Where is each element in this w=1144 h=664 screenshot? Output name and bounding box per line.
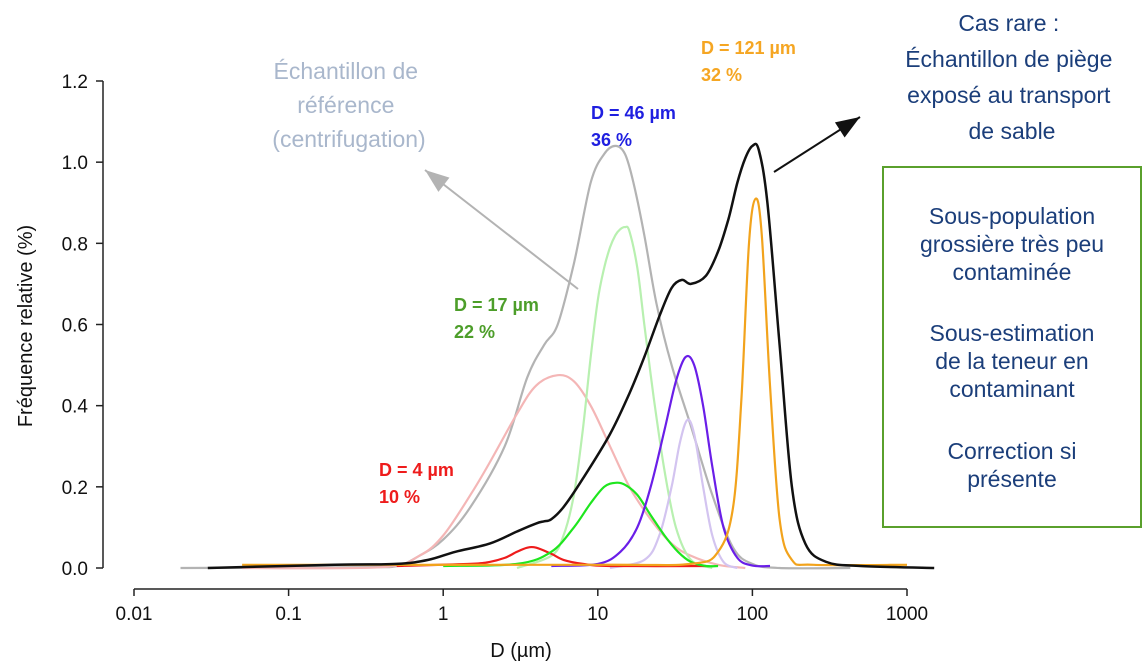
x-axis-label: D (µm) — [490, 640, 552, 662]
rare-case-label-line: exposé au transport — [907, 82, 1111, 108]
y-tick-label: 0.0 — [62, 559, 88, 580]
annotation-percent: 32 % — [701, 65, 742, 85]
rare-case-label: Cas rare : Échantillon de piège exposé a… — [905, 10, 1119, 144]
annotation-percent: 10 % — [379, 487, 420, 507]
y-tick-label: 0.2 — [62, 478, 88, 499]
info-paragraph-correction: Correction si présente — [947, 437, 1077, 492]
info-paragraph-underestimation: Sous-estimation de la teneur en contamin… — [929, 320, 1095, 402]
x-tick-label: 0.1 — [275, 604, 301, 625]
series-line — [207, 142, 935, 570]
series-line — [551, 354, 771, 568]
series-layer — [180, 142, 935, 570]
y-tick-label: 1.2 — [62, 72, 88, 93]
rare-case-label-line: Cas rare : — [958, 10, 1059, 36]
reference-arrow — [424, 169, 579, 290]
annotation-percent: 36 % — [591, 130, 632, 150]
y-tick-label: 0.6 — [62, 316, 88, 337]
series-line — [516, 225, 713, 570]
reference-label-line: référence — [297, 92, 394, 118]
x-tick-label: 1 — [438, 604, 449, 625]
series-line — [242, 197, 908, 567]
arrows — [424, 116, 861, 290]
x-tick-label: 10 — [587, 604, 608, 625]
annotation-diameter: D = 4 µm — [379, 460, 454, 480]
rare-case-arrow-head — [834, 117, 860, 138]
reference-label-line: (centrifugation) — [272, 126, 425, 152]
annotation-diameter: D = 121 µm — [701, 38, 796, 58]
y-tick-label: 0.4 — [62, 397, 89, 418]
rare-case-label-line: de sable — [969, 118, 1056, 144]
x-tick-label: 0.01 — [116, 604, 153, 625]
series-line — [609, 418, 738, 570]
series-line — [443, 481, 719, 568]
y-axis-label: Fréquence relative (%) — [15, 225, 37, 427]
x-axis: 0.01 0.1 1 10 100 1000 — [116, 588, 928, 625]
y-tick-label: 1.0 — [62, 153, 88, 174]
series-line — [180, 144, 851, 570]
rare-case-label-line: Échantillon de piège — [905, 46, 1112, 72]
x-tick-label: 1000 — [886, 604, 928, 625]
annotation-diameter: D = 17 µm — [454, 295, 539, 315]
annotation-percent: 22 % — [454, 322, 495, 342]
reference-arrow-head — [425, 170, 450, 192]
y-tick-label: 0.8 — [62, 234, 88, 255]
x-tick-label: 100 — [737, 604, 769, 625]
reference-label-line: Échantillon de — [274, 58, 419, 84]
annotation-diameter: D = 46 µm — [591, 103, 676, 123]
info-paragraph-coarse: Sous-population grossière très peu conta… — [919, 202, 1105, 285]
info-box: Sous-population grossière très peu conta… — [882, 166, 1142, 528]
reference-label: Échantillon de référence (centrifugation… — [272, 58, 425, 152]
y-axis: 0.0 0.2 0.4 0.6 0.8 1.0 1.2 — [62, 72, 104, 580]
annotations: D = 4 µm 10 % D = 17 µm 22 % D = 46 µm 36 % D … — [379, 38, 796, 507]
